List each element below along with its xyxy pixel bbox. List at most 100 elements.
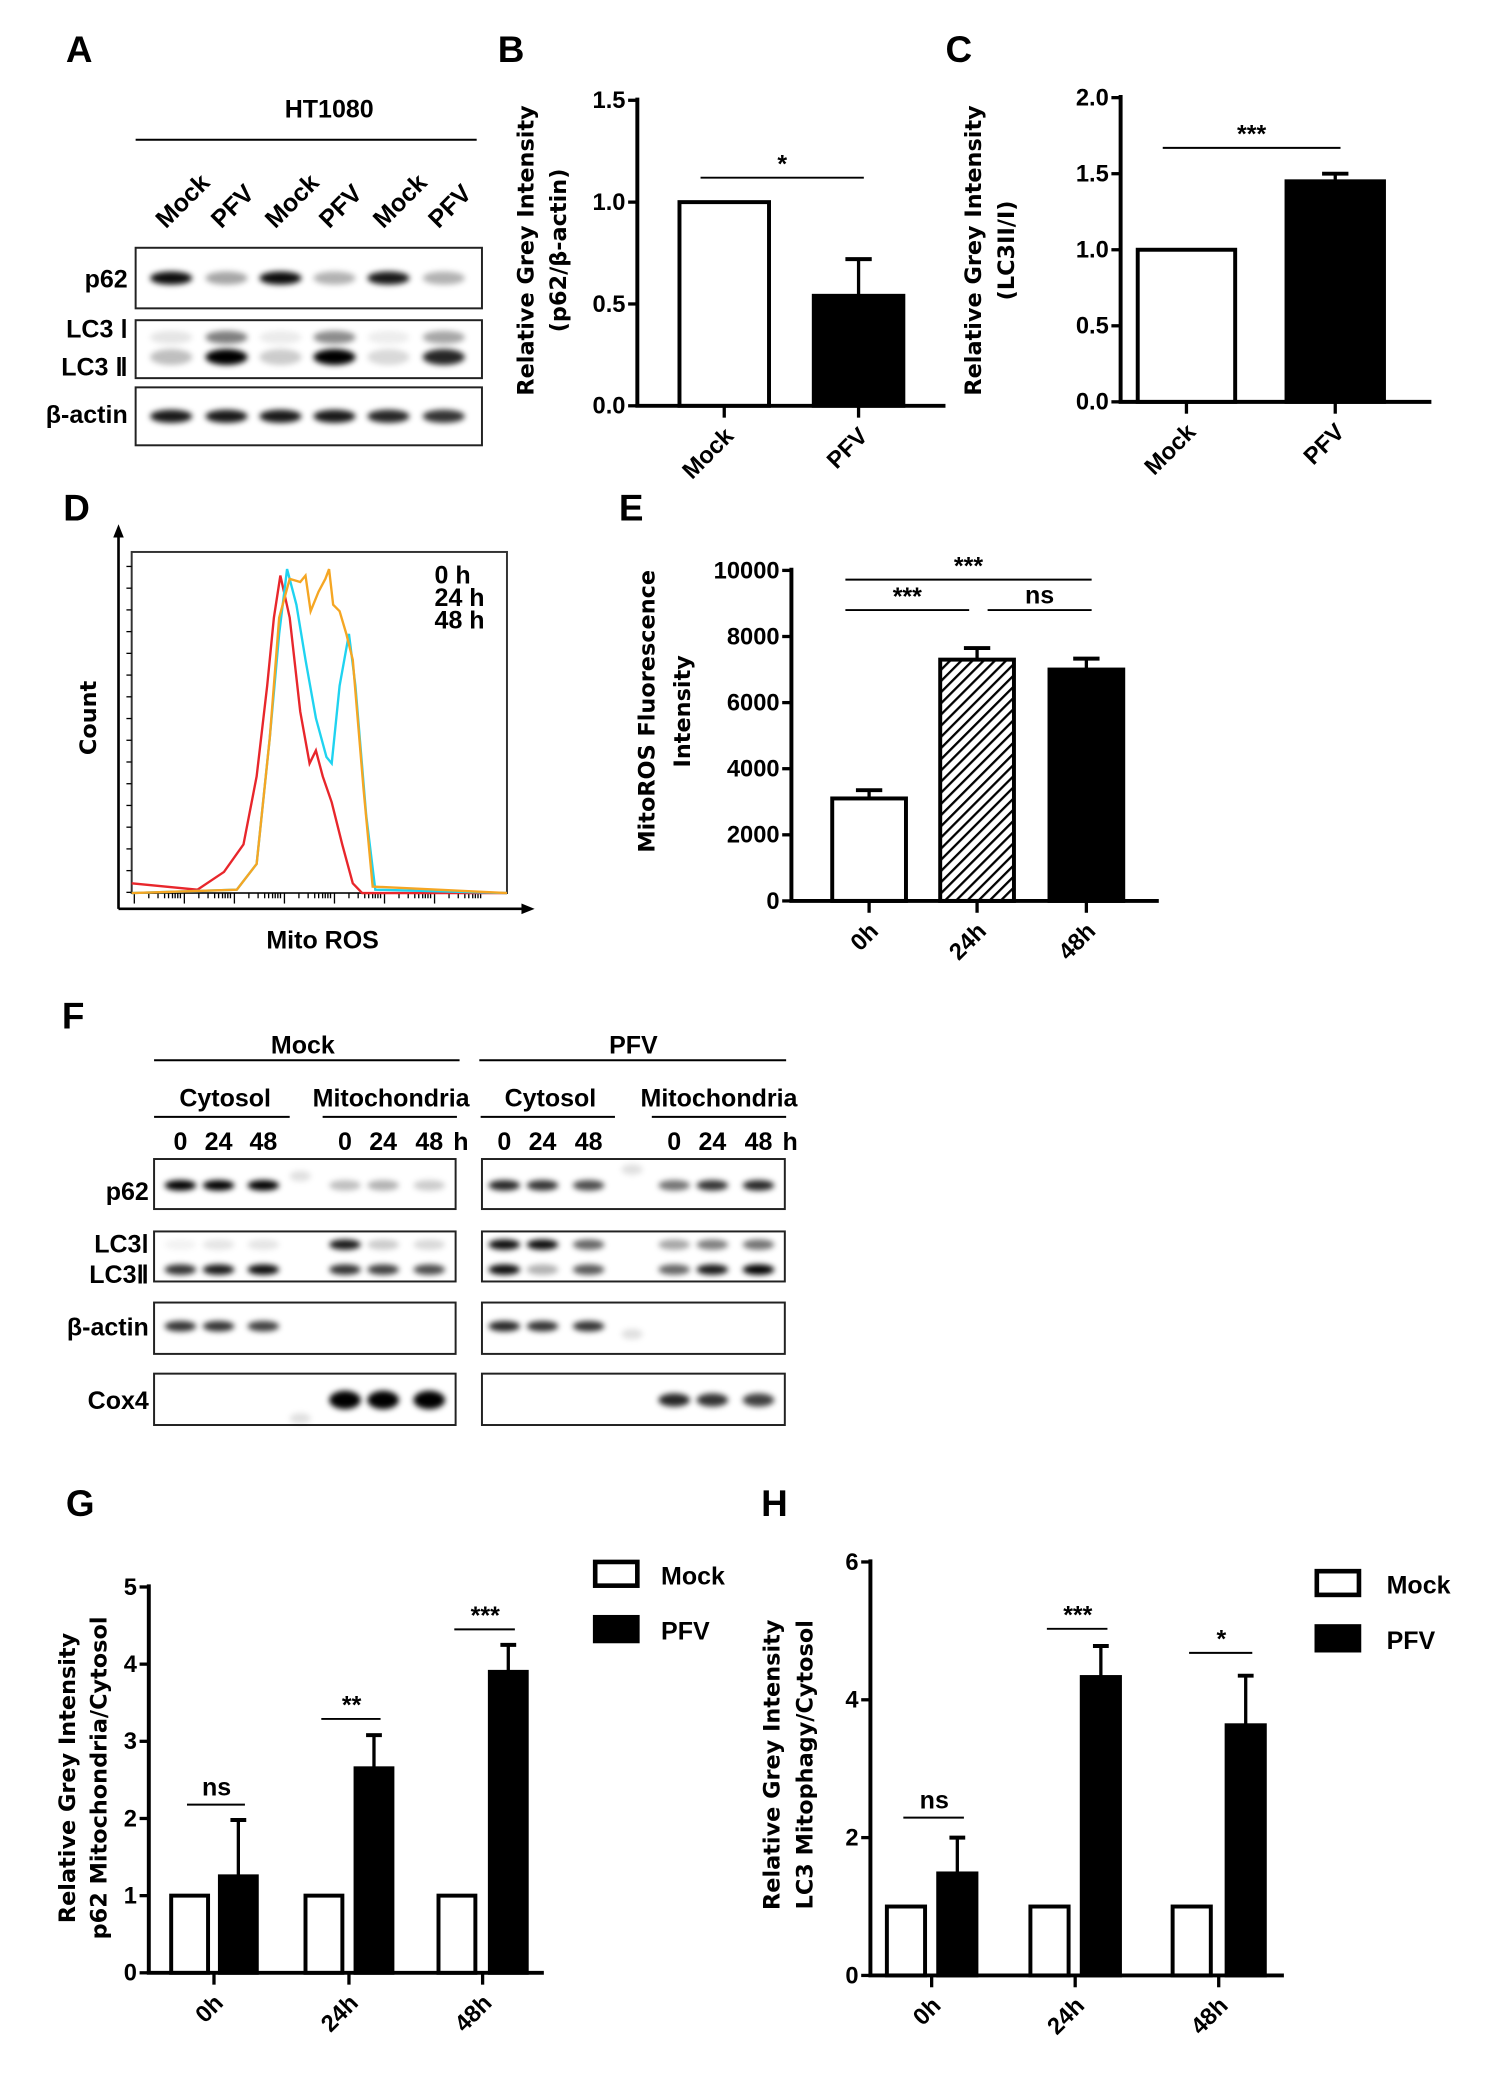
protein-band xyxy=(658,1264,691,1275)
y-axis-label: Intensity xyxy=(670,655,696,768)
protein-band xyxy=(422,330,465,344)
protein-band xyxy=(313,409,356,423)
histogram-curve xyxy=(131,575,507,895)
protein-band xyxy=(164,1320,197,1332)
protein-band xyxy=(422,271,465,285)
panel-label-a: A xyxy=(66,29,93,70)
time-label: 24 xyxy=(369,1128,397,1156)
blot-row-label: p62 xyxy=(85,265,128,293)
y-tick-label: 2 xyxy=(124,1806,137,1832)
legend-entry: 0 h xyxy=(435,562,471,590)
y-tick-label: 10000 xyxy=(714,558,780,584)
protein-band xyxy=(367,1390,399,1410)
protein-band xyxy=(742,1393,775,1407)
protein-band xyxy=(367,349,410,365)
blot-row-label: LC3Ⅰ xyxy=(94,1231,149,1259)
y-axis-label: LC3 Mitophagy/Cytosol xyxy=(792,1620,818,1909)
legend-swatch-pfv xyxy=(1314,1624,1362,1653)
bar-pfv xyxy=(487,1669,529,1975)
significance-label: * xyxy=(1216,1626,1226,1654)
legend-swatch-pfv xyxy=(592,1614,640,1644)
protein-band xyxy=(367,1264,399,1275)
protein-band xyxy=(658,1180,691,1191)
x-tick-label: 0h xyxy=(191,1990,229,2028)
x-tick-label: PFV xyxy=(822,423,873,474)
significance-label: ns xyxy=(920,1786,949,1814)
blot-membrane xyxy=(480,1372,786,1426)
blot-membrane xyxy=(480,1230,786,1283)
protein-band xyxy=(329,1180,361,1191)
protein-band xyxy=(696,1393,729,1407)
bar xyxy=(677,200,771,408)
y-tick-label: 2.0 xyxy=(1076,86,1109,112)
blot-row-label: LC3 Ⅰ xyxy=(66,315,128,343)
panel-h-bar-chart: 0 2 4 6 Relative Grey Intensity LC3 Mitophagy… xyxy=(760,1550,1451,2040)
significance-label: ** xyxy=(342,1692,362,1720)
y-tick-label: 1.0 xyxy=(1076,238,1109,264)
protein-band xyxy=(259,330,302,344)
significance-label: ns xyxy=(202,1773,231,1801)
x-axis-arrow xyxy=(521,903,535,915)
y-tick-label: 1.5 xyxy=(1076,162,1109,188)
y-axis-label: Count xyxy=(76,680,102,755)
protein-band xyxy=(202,1264,235,1275)
protein-band xyxy=(488,1264,521,1275)
fraction-label: Cytosol xyxy=(179,1084,271,1112)
y-tick-label: 0 xyxy=(845,1963,858,1989)
condition-label: PFV xyxy=(609,1032,658,1060)
time-label: 24 xyxy=(529,1128,557,1156)
blot-row-label: LC3 Ⅱ xyxy=(61,354,127,382)
y-tick-label: 1.0 xyxy=(593,190,626,216)
protein-band xyxy=(696,1180,729,1191)
panel-b-bar-chart: 0.0 0.5 1.0 1.5 Relative Grey Intensity (p62/… xyxy=(513,88,946,485)
protein-band xyxy=(526,1239,559,1250)
x-tick-label: 24h xyxy=(1043,1993,1090,2040)
y-tick-label: 2 xyxy=(845,1826,858,1852)
panel-label-b: B xyxy=(498,29,525,70)
protein-band xyxy=(742,1264,775,1275)
time-label: 0 xyxy=(338,1128,352,1156)
blot-row-label: p62 xyxy=(106,1178,149,1206)
y-tick-label: 2000 xyxy=(727,823,780,849)
bar-pfv xyxy=(936,1871,979,1978)
protein-band xyxy=(329,1390,361,1410)
significance-label: *** xyxy=(954,552,983,580)
protein-band xyxy=(367,1180,399,1191)
x-tick-label: 48h xyxy=(1186,1993,1233,2040)
x-tick-label: 48h xyxy=(450,1990,497,2037)
x-tick-label: Mock xyxy=(678,423,740,485)
protein-band xyxy=(572,1320,605,1332)
lane-label: Mock xyxy=(368,169,433,234)
y-axis-label: Relative Grey Intensity xyxy=(55,1632,81,1923)
y-tick-label: 5 xyxy=(124,1575,137,1601)
protein-band xyxy=(205,271,248,285)
bar xyxy=(811,293,906,408)
lane-label: Mock xyxy=(150,169,215,234)
x-tick-label: 24h xyxy=(316,1990,363,2037)
time-label: 0 xyxy=(667,1128,681,1156)
y-tick-label: 1.5 xyxy=(593,88,626,114)
protein-band xyxy=(150,330,193,344)
protein-band xyxy=(289,1170,311,1182)
significance-label: * xyxy=(777,150,787,178)
bar xyxy=(1047,667,1126,903)
significance-label: *** xyxy=(1063,1602,1092,1630)
bar xyxy=(830,796,908,903)
blot-row-label: β-actin xyxy=(67,1313,149,1341)
x-tick-label: PFV xyxy=(1299,419,1350,470)
protein-band xyxy=(413,1239,446,1250)
y-tick-label: 4 xyxy=(124,1652,138,1678)
protein-band xyxy=(696,1264,729,1275)
protein-band xyxy=(367,409,410,423)
blot-membrane xyxy=(153,1301,457,1355)
protein-band xyxy=(658,1393,691,1407)
protein-band xyxy=(696,1239,729,1250)
blot-membrane xyxy=(153,1158,457,1211)
protein-band xyxy=(259,409,302,423)
protein-band xyxy=(621,1328,643,1340)
x-tick-label: 0h xyxy=(908,1993,946,2031)
time-label: 48 xyxy=(575,1128,603,1156)
panel-label-c: C xyxy=(945,29,972,70)
